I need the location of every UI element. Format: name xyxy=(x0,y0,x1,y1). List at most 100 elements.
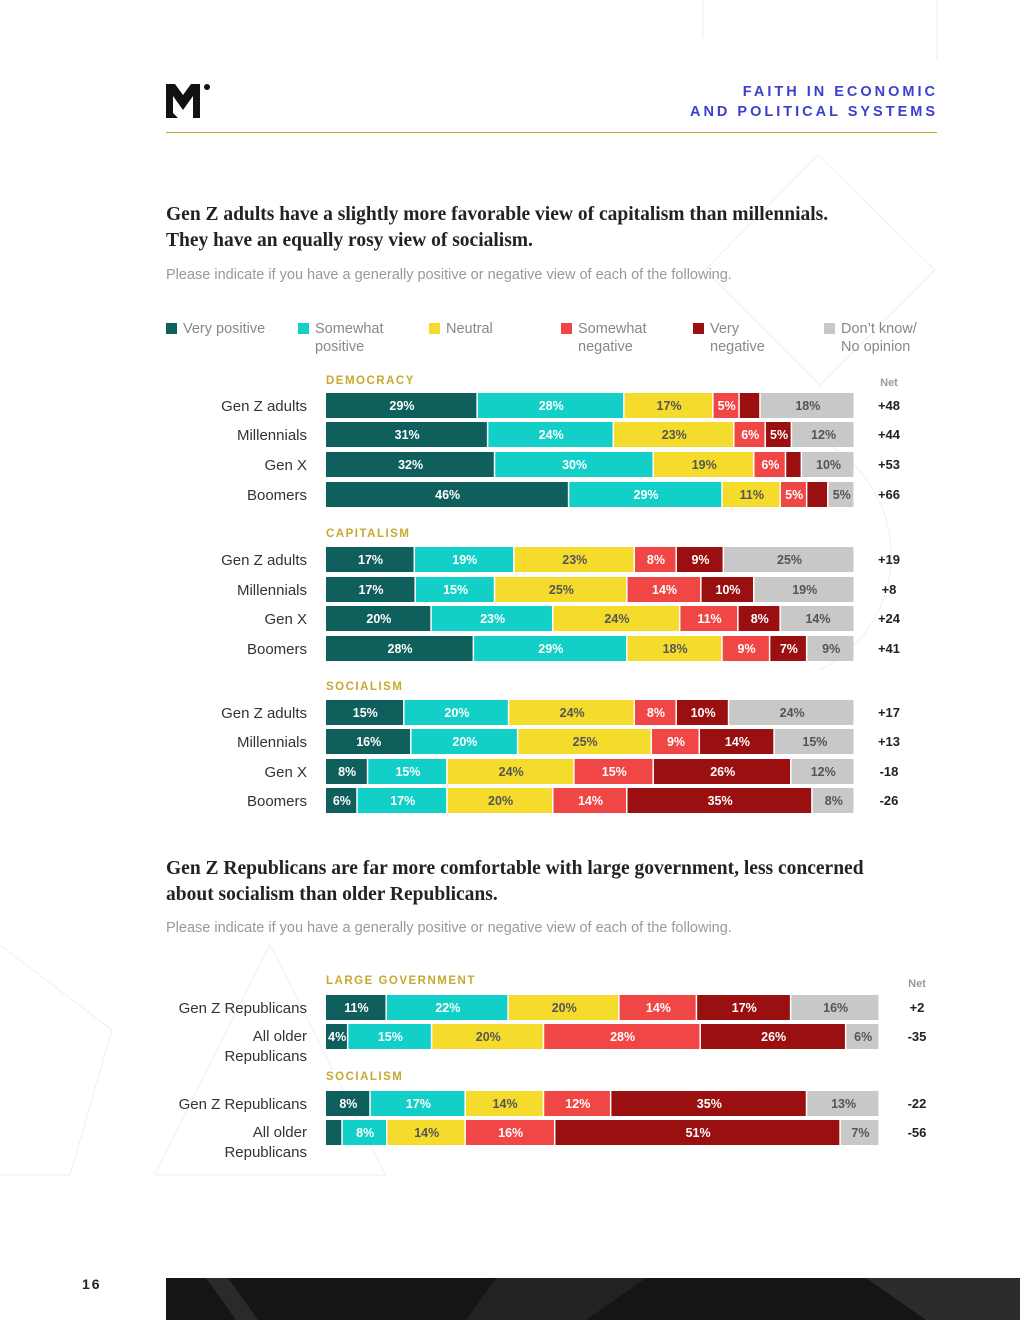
bar-segment-somewhat-negative xyxy=(780,482,806,507)
bar-segment-somewhat-positive xyxy=(415,547,514,572)
data-label: 14% xyxy=(725,735,750,749)
data-label: 8% xyxy=(339,1097,357,1111)
row-label: Boomers xyxy=(247,487,307,504)
data-label: 23% xyxy=(480,612,505,626)
data-label: 5% xyxy=(833,488,851,502)
data-label: 23% xyxy=(562,553,587,567)
data-label: 7% xyxy=(780,642,798,656)
row-label-line2: Republicans xyxy=(224,1048,307,1065)
data-label: 15% xyxy=(353,706,378,720)
bar-segment-neutral xyxy=(465,1091,543,1116)
net-value: +24 xyxy=(878,611,901,626)
bar-segment-neutral xyxy=(495,577,627,602)
bar-segment-somewhat-negative xyxy=(627,577,701,602)
data-label: 35% xyxy=(697,1097,722,1111)
data-label: 6% xyxy=(333,794,351,808)
data-label: 19% xyxy=(692,458,717,472)
bar-segment-somewhat-negative xyxy=(713,393,739,418)
bar-segment-very-negative xyxy=(676,700,728,725)
data-label: 16% xyxy=(356,735,381,749)
group-label: SOCIALISM xyxy=(326,681,403,693)
data-label: 26% xyxy=(710,765,735,779)
data-label: 4% xyxy=(328,1030,346,1044)
net-value: +44 xyxy=(878,427,901,442)
net-value: +2 xyxy=(910,1000,925,1015)
bar-segment-very-positive xyxy=(326,482,568,507)
bar-segment-neutral xyxy=(627,636,722,661)
bar-segment-somewhat-negative xyxy=(544,1091,610,1116)
data-label: 9% xyxy=(738,642,756,656)
bar-segment-neutral xyxy=(432,1024,543,1049)
bar-segment-very-negative xyxy=(738,606,780,631)
data-label: 15% xyxy=(602,765,627,779)
bar-segment-neutral xyxy=(514,547,634,572)
group-label: SOCIALISM xyxy=(326,1071,403,1083)
bar-segment-somewhat-negative xyxy=(574,759,653,784)
data-label: 24% xyxy=(560,706,585,720)
data-label: 8% xyxy=(338,765,356,779)
bar-segment-somewhat-positive xyxy=(477,393,624,418)
bar-segment-very-negative xyxy=(676,547,723,572)
data-label: 16% xyxy=(498,1126,523,1140)
bar-segment-somewhat-positive xyxy=(415,577,494,602)
data-label: 20% xyxy=(476,1030,501,1044)
bar-segment-very-positive xyxy=(326,788,357,813)
row-label: Millennials xyxy=(237,427,307,444)
data-label: 20% xyxy=(552,1001,577,1015)
bar-segment-dont-know xyxy=(791,995,879,1020)
data-label: 15% xyxy=(395,765,420,779)
data-label: 15% xyxy=(443,583,468,597)
group-label: LARGE GOVERNMENT xyxy=(326,975,476,987)
net-value: +41 xyxy=(878,641,900,656)
bar-segment-very-negative xyxy=(700,729,774,754)
bar-segment-dont-know xyxy=(791,759,854,784)
row-label: Gen Z Republicans xyxy=(179,1096,307,1113)
data-label: 51% xyxy=(686,1126,711,1140)
net-value: +19 xyxy=(878,552,900,567)
data-label: 10% xyxy=(716,583,741,597)
bar-segment-very-positive xyxy=(326,577,415,602)
bar-segment-very-negative xyxy=(611,1091,806,1116)
legend-label: Neutral xyxy=(446,321,493,337)
chart1-title-line1: Gen Z adults have a slightly more favora… xyxy=(166,204,829,225)
data-label: 11% xyxy=(740,488,764,502)
data-label: 12% xyxy=(811,428,836,442)
data-label: 20% xyxy=(452,735,477,749)
page-number: 16 xyxy=(82,1276,102,1292)
data-label: 14% xyxy=(578,794,603,808)
footer-decoration xyxy=(206,1278,1020,1320)
bar-segment-very-negative xyxy=(627,788,812,813)
data-label: 5% xyxy=(785,488,803,502)
data-label: 14% xyxy=(652,583,677,597)
data-label: 31% xyxy=(395,428,420,442)
bar-segment-very-negative xyxy=(700,1024,845,1049)
bar-segment-neutral xyxy=(553,606,679,631)
legend-label: Very xyxy=(710,321,740,337)
net-value: +8 xyxy=(882,582,897,597)
data-label: 29% xyxy=(634,488,659,502)
data-label: 10% xyxy=(691,706,716,720)
bar-segment-very-negative xyxy=(765,422,791,447)
data-label: 30% xyxy=(562,458,587,472)
bar-segment-somewhat-positive xyxy=(370,1091,465,1116)
data-label: 14% xyxy=(414,1126,439,1140)
data-label: 8% xyxy=(647,553,665,567)
data-label: 19% xyxy=(792,583,817,597)
data-label: 10% xyxy=(816,458,841,472)
bar-segment-somewhat-negative xyxy=(680,606,738,631)
legend-swatch xyxy=(298,323,309,334)
footer-band xyxy=(166,1278,1020,1320)
row-label: Millennials xyxy=(237,734,307,751)
bar-segment-dont-know xyxy=(780,606,854,631)
data-label: 19% xyxy=(452,553,477,567)
bar-segment-dont-know xyxy=(812,788,854,813)
bar-segment-dont-know xyxy=(840,1120,879,1145)
data-label: 35% xyxy=(708,794,733,808)
chart1-subtitle: Please indicate if you have a generally … xyxy=(166,267,732,283)
chart2-subtitle: Please indicate if you have a generally … xyxy=(166,920,732,936)
data-label: 29% xyxy=(389,399,414,413)
bar-segment-very-positive xyxy=(326,1024,347,1049)
data-label: 32% xyxy=(398,458,423,472)
legend-label: Very positive xyxy=(183,321,266,337)
data-label: 18% xyxy=(795,399,820,413)
